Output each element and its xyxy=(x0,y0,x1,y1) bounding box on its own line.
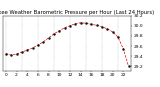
Title: Milwaukee Weather Barometric Pressure per Hour (Last 24 Hours): Milwaukee Weather Barometric Pressure pe… xyxy=(0,10,154,15)
